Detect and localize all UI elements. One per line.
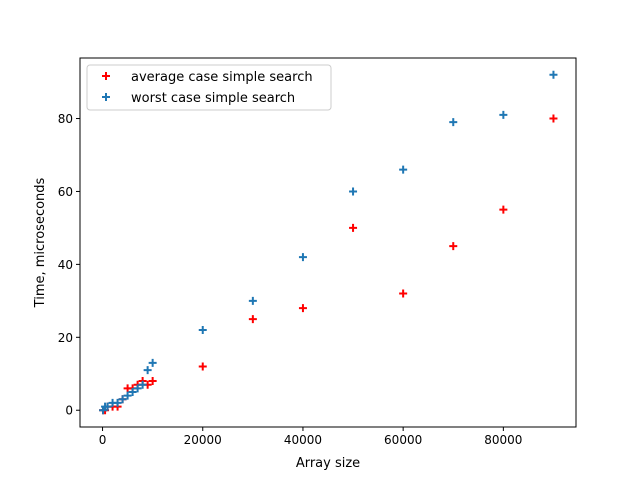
y-axis-ticks: 0 20 40 60 80 xyxy=(58,112,80,418)
legend: average case simple search worst case si… xyxy=(86,64,332,111)
data-point xyxy=(248,315,257,324)
plot-marks xyxy=(99,70,558,415)
data-point xyxy=(143,366,152,375)
data-point xyxy=(148,377,157,386)
data-point xyxy=(103,402,112,411)
y-tick-label: 80 xyxy=(58,112,73,126)
data-point xyxy=(399,289,408,298)
data-point xyxy=(128,387,137,396)
y-tick-label: 20 xyxy=(58,331,73,345)
data-point xyxy=(298,304,307,313)
x-tick-label: 80000 xyxy=(484,433,522,447)
data-point xyxy=(113,398,122,407)
data-point xyxy=(123,391,132,400)
data-point xyxy=(499,205,508,214)
legend-plus-icon xyxy=(102,72,110,80)
data-point xyxy=(449,118,458,127)
y-tick-label: 40 xyxy=(58,258,73,272)
data-point xyxy=(399,165,408,174)
legend-plus-icon xyxy=(102,93,110,101)
legend-label-average: average case simple search xyxy=(131,70,313,85)
data-point xyxy=(349,223,358,232)
legend-label-worst: worst case simple search xyxy=(131,91,295,106)
data-point xyxy=(549,70,558,79)
data-point xyxy=(349,187,358,196)
data-point xyxy=(298,253,307,262)
x-tick-label: 60000 xyxy=(384,433,422,447)
data-point xyxy=(499,110,508,119)
data-point xyxy=(118,395,127,404)
data-point xyxy=(133,384,142,393)
data-point xyxy=(549,114,558,123)
x-tick-label: 20000 xyxy=(184,433,222,447)
data-point xyxy=(148,358,157,367)
data-point xyxy=(138,380,147,389)
legend-box xyxy=(86,64,332,111)
data-point xyxy=(198,326,207,335)
plot-frame xyxy=(79,57,577,428)
x-tick-label: 40000 xyxy=(284,433,322,447)
series-worst-case xyxy=(99,70,558,415)
x-axis-ticks: 0 20000 40000 60000 80000 xyxy=(99,427,522,447)
y-tick-label: 0 xyxy=(65,404,73,418)
x-tick-label: 0 xyxy=(99,433,107,447)
y-tick-label: 60 xyxy=(58,185,73,199)
legend-marker-worst xyxy=(102,93,110,101)
legend-marker-average xyxy=(102,72,110,80)
x-axis-label: Array size xyxy=(296,456,360,471)
data-point xyxy=(248,296,257,305)
data-point xyxy=(198,362,207,371)
data-point xyxy=(449,242,458,251)
y-axis-label: Time, microseconds xyxy=(33,177,48,308)
